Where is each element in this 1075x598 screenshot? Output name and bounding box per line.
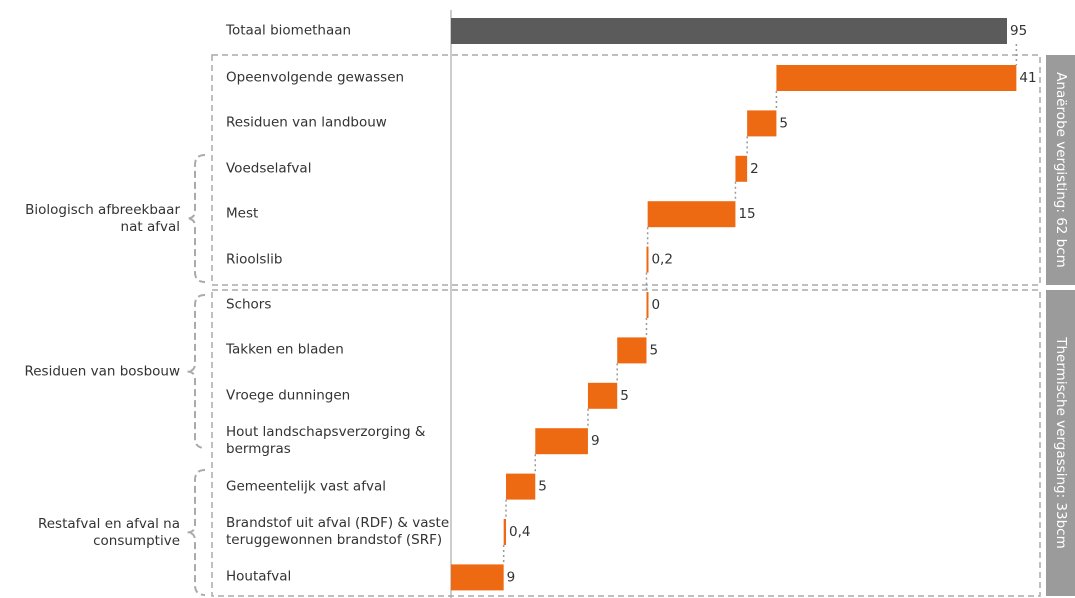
section-box [211,54,1041,286]
value-label: 15 [738,206,755,222]
category-label: Gemeentelijk vast afval [226,478,386,495]
value-label: 5 [538,479,547,495]
value-label: 2 [750,161,759,177]
value-label: 5 [620,388,629,404]
value-label: 9 [591,433,600,449]
bar [747,110,777,137]
bar [647,201,736,228]
category-label: Hout landschapsverzorging & bermgras [226,424,426,458]
category-label: Residuen van landbouw [226,114,387,131]
value-label: 5 [779,115,788,131]
category-label: Schors [226,296,272,313]
category-label: Brandstof uit afval (RDF) & vaste terugg… [226,515,450,548]
bar [535,428,588,455]
section-label-box: Anaërobe vergisting: 62 bcm [1046,55,1075,285]
bar [506,473,536,500]
value-label: 95 [1010,23,1027,39]
value-label: 5 [649,342,658,358]
category-label: Opeenvolgende gewassen [226,69,405,86]
category-label: Rioolslib [226,251,283,268]
bar [587,382,618,409]
value-label: 0 [651,297,660,313]
category-label: Takken en bladen [226,341,344,358]
bar [646,246,649,273]
bar [503,519,507,545]
category-label: Voedselafval [226,160,312,177]
brace [186,294,206,449]
group-label: Biologisch afbreekbaar nat afval [25,201,180,235]
value-label: 9 [507,569,516,585]
section-label: Thermische vergassing: 33bcm [1052,337,1069,549]
category-label: Mest [226,205,259,222]
value-label: 0,4 [509,524,530,540]
bar [617,337,647,364]
bar [451,564,504,591]
total-bar [451,18,1007,44]
section-label: Anaërobe vergisting: 62 bcm [1052,72,1069,268]
section-box [211,289,1041,597]
value-label: 41 [1019,70,1036,86]
bar [776,65,1017,91]
group-label: Residuen van bosbouw [24,363,180,379]
category-label: Houtafval [226,568,292,585]
brace [186,469,206,596]
section-label-box: Thermische vergassing: 33bcm [1046,290,1075,596]
brace [186,154,206,283]
value-label: 0,2 [651,252,672,268]
group-label: Restafval en afval na consumptive [37,515,180,549]
category-label: Vroege dunningen [226,387,351,404]
bar [735,155,748,182]
bar [646,292,649,318]
category-label: Totaal biomethaan [226,22,352,39]
